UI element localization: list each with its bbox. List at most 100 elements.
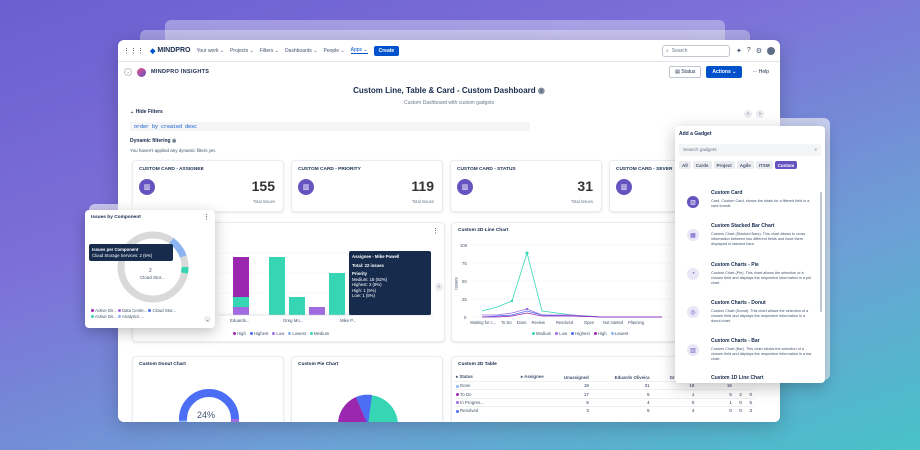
legend-item[interactable]: High xyxy=(593,331,607,336)
nav-dashboards[interactable]: Dashboards ⌄ xyxy=(284,47,318,54)
chevron-down-icon: ⌄ xyxy=(130,109,136,115)
nav-projects[interactable]: Projects ⌄ xyxy=(230,47,254,54)
table-row[interactable]: Resolved 3 5 4 0 0 3 xyxy=(454,406,754,415)
gadget-item-stacked-bar[interactable]: ▦ Custom Stacked Bar Chart Custom Chart … xyxy=(681,223,819,261)
legend-item[interactable]: Low xyxy=(555,331,567,336)
donut-segment[interactable] xyxy=(117,231,189,303)
create-button[interactable]: Create xyxy=(373,45,400,56)
notifications-icon[interactable]: ✦ xyxy=(735,47,742,55)
donut-segment[interactable] xyxy=(179,389,239,422)
tab-agile[interactable]: Agile xyxy=(736,161,754,169)
card-footer: Total Issues xyxy=(252,199,275,204)
pie-slice[interactable] xyxy=(338,397,368,422)
panel-title: Custom 2D Line Chart xyxy=(458,228,509,233)
chart-icon: ▥ xyxy=(298,179,314,195)
stacked-bar-icon: ▦ xyxy=(687,229,699,241)
legend-item[interactable]: Highest xyxy=(571,331,590,336)
card-assignee[interactable]: CUSTOM CARD - ASSIGNEE ▥ 155 Total Issue… xyxy=(132,160,284,212)
gadget-item-line[interactable]: Custom 1D Line Chart xyxy=(711,375,764,381)
legend-item[interactable]: Low xyxy=(272,331,284,336)
legend-item[interactable]: Highest xyxy=(249,331,268,336)
settings-icon[interactable]: ⚙ xyxy=(755,47,762,55)
component-legend: Active Dir... Data Cente... Cloud Stor..… xyxy=(91,308,209,320)
chevron-down-icon[interactable]: ⌄ xyxy=(204,316,211,323)
card-title: CUSTOM CARD - STATUS xyxy=(457,167,516,172)
series-line-high[interactable] xyxy=(482,312,662,318)
pie-slice[interactable] xyxy=(356,394,372,422)
legend-item[interactable]: High xyxy=(233,331,246,336)
series-line-medium[interactable] xyxy=(481,251,662,318)
gadget-item-bar[interactable]: ▥ Custom Charts - Bar Custom Chart (Bar)… xyxy=(681,338,819,374)
nav-people[interactable]: People ⌄ xyxy=(323,47,345,54)
avatar[interactable] xyxy=(767,46,775,55)
tab-custom[interactable]: Custom xyxy=(774,161,798,169)
column-header[interactable]: ▸ Status xyxy=(456,374,473,379)
card-title: CUSTOM CARD - PRIORITY xyxy=(298,167,361,172)
app-switcher-icon[interactable]: ⋮⋮⋮ xyxy=(123,47,144,55)
top-navigation: ⋮⋮⋮ ◆ MINDPRO Your work ⌄ Projects ⌄ Filt… xyxy=(118,40,780,62)
tab-all[interactable]: All xyxy=(679,161,691,169)
help-icon[interactable]: ? xyxy=(746,46,751,54)
legend-item[interactable]: Lowest xyxy=(288,331,306,336)
bar-segment[interactable] xyxy=(233,257,249,297)
product-logo[interactable]: ◆ MINDPRO xyxy=(150,47,191,55)
data-point[interactable] xyxy=(510,299,514,303)
jql-query-field[interactable]: order by created desc xyxy=(130,122,530,131)
column-header[interactable]: ▸ Assignee xyxy=(520,374,544,379)
chart-icon: ▥ xyxy=(616,179,632,195)
legend-item[interactable]: Active Dir... xyxy=(91,314,117,319)
scrollbar[interactable] xyxy=(820,192,822,312)
info-icon[interactable]: ◉ xyxy=(537,86,545,95)
search-icon: ⌕ xyxy=(665,47,669,54)
tab-itsm[interactable]: ITSM xyxy=(755,161,773,169)
more-options-icon[interactable]: ⋮ xyxy=(432,228,439,235)
column-header[interactable]: Eduards Oliveira xyxy=(614,374,650,380)
actions-button[interactable]: Actions ⌄ xyxy=(706,66,743,78)
sidebar-toggle-icon[interactable]: › xyxy=(124,68,132,76)
legend-item[interactable]: Cloud Stor... xyxy=(148,308,176,313)
legend-item[interactable]: Data Cente... xyxy=(117,308,147,313)
card-status[interactable]: CUSTOM CARD - STATUS ▥ 31 Total Issues xyxy=(450,160,602,212)
tab-project[interactable]: Project xyxy=(713,161,735,169)
bar-segment[interactable] xyxy=(233,297,249,307)
card-priority[interactable]: CUSTOM CARD - PRIORITY ▥ 119 Total Issue… xyxy=(291,160,443,212)
legend-item[interactable]: Medium xyxy=(309,331,329,336)
search-input[interactable]: ⌕ Search xyxy=(661,44,730,57)
gadget-item-custom-card[interactable]: ▥ Custom Card Card, Custom Card, shows t… xyxy=(681,190,819,224)
chevron-right-icon[interactable]: › xyxy=(435,283,443,291)
nav-filters[interactable]: Filters ⌄ xyxy=(259,47,279,54)
donut-chart-icon: ◎ xyxy=(687,306,699,318)
gadget-item-donut[interactable]: ◎ Custom Charts - Donut Custom Chart (Do… xyxy=(681,300,819,336)
chevron-left-icon[interactable]: ‹ xyxy=(744,110,752,118)
page-subtitle: Custom Dashboard with custom gadgets xyxy=(403,100,495,106)
gadget-item-pie[interactable]: ◔ Custom Charts - Pie Custom Chart (Pie)… xyxy=(681,262,819,298)
bar-segment[interactable] xyxy=(233,307,249,315)
chevron-right-icon[interactable]: › xyxy=(756,110,764,118)
bar-segment[interactable] xyxy=(309,307,325,315)
column-header[interactable]: Unassigned xyxy=(563,374,589,380)
table-row[interactable]: In Progres... 6 4 0 1 0 5 xyxy=(454,397,754,407)
bar-segment[interactable] xyxy=(269,257,285,315)
data-point[interactable] xyxy=(525,251,529,255)
data-point[interactable] xyxy=(525,307,529,311)
info-icon[interactable]: ◉ xyxy=(171,138,177,144)
table-row[interactable]: To Do 17 5 1 5 2 0 xyxy=(454,389,754,399)
status-button[interactable]: ▤ Status xyxy=(669,66,702,78)
bar-segment[interactable] xyxy=(329,273,345,315)
nav-your-work[interactable]: Your work ⌄ xyxy=(196,47,225,54)
bar-segment[interactable] xyxy=(289,297,305,315)
nav-apps[interactable]: Apps ⌄ xyxy=(350,47,368,54)
help-button[interactable]: ··· Help xyxy=(752,69,769,75)
more-options-icon[interactable]: ⋮ xyxy=(203,214,210,221)
legend-item[interactable]: Medium xyxy=(532,331,551,336)
hide-filters-toggle[interactable]: ⌄ Hide Filters xyxy=(130,109,163,115)
logo-mark-icon: ◆ xyxy=(150,47,156,55)
tab-cards[interactable]: Cards xyxy=(692,161,712,169)
gadget-search-input[interactable]: Search gadgets ⌕ xyxy=(679,144,821,156)
legend-item[interactable]: Analytics ... xyxy=(117,314,144,319)
insights-logo-icon xyxy=(137,67,146,77)
legend-item[interactable]: Active Dir... xyxy=(91,308,117,313)
x-axis-label: Eduards... xyxy=(230,318,250,323)
pie-chart-icon: ◔ xyxy=(687,268,699,280)
legend-item[interactable]: Lowest xyxy=(610,331,628,336)
